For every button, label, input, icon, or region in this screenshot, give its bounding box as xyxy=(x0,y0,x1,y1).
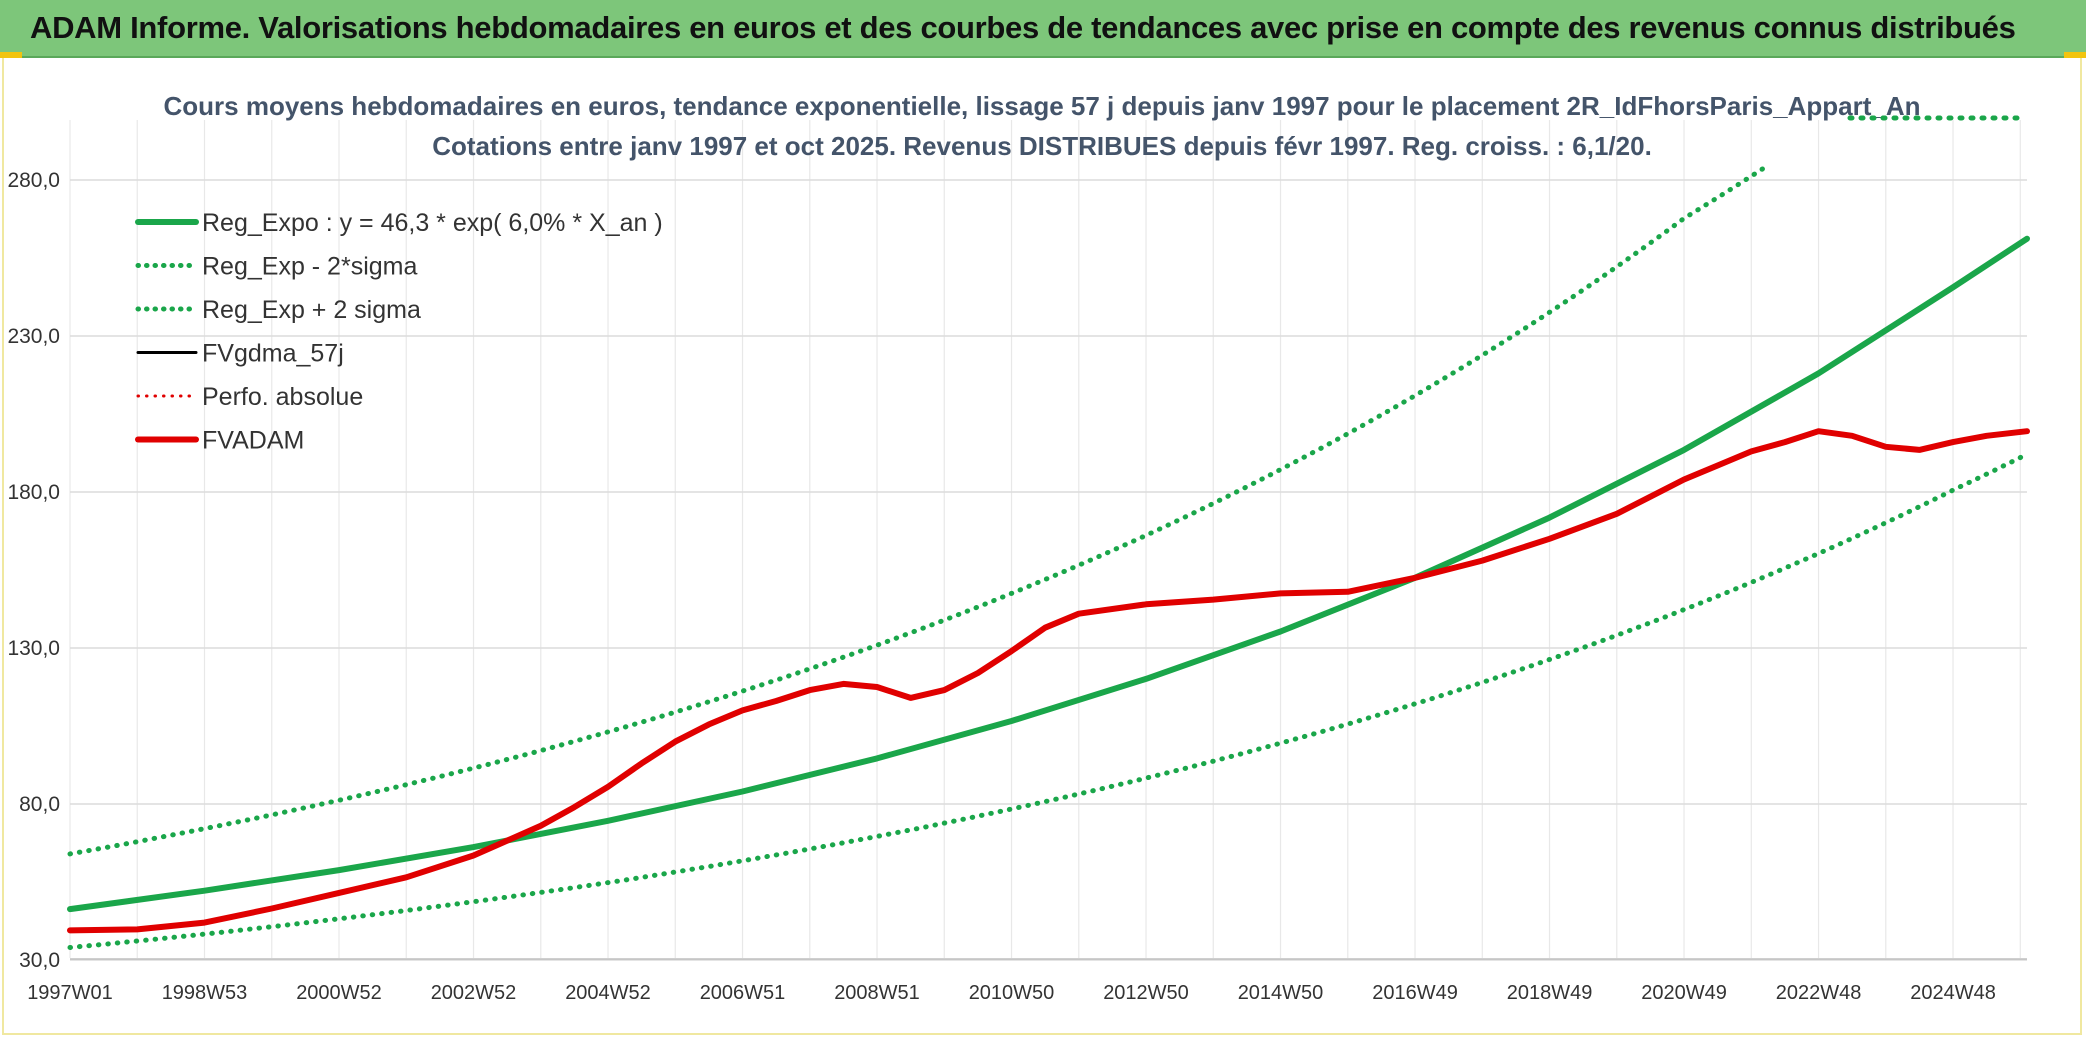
legend-label: FVADAM xyxy=(202,427,304,455)
series-line-0 xyxy=(67,235,2030,913)
x-tick-label: 2022W48 xyxy=(1776,982,1862,1004)
x-tick-label: 2024W48 xyxy=(1910,982,1996,1004)
legend: Reg_Expo : y = 46,3 * exp( 6,0% * X_an )… xyxy=(135,209,663,455)
report-title: ADAM Informe. Valorisations hebdomadaire… xyxy=(30,10,2016,45)
series-line-2 xyxy=(67,165,1768,857)
x-tick-label: 1998W53 xyxy=(162,982,248,1004)
x-tick-label: 2006W51 xyxy=(700,982,786,1004)
legend-label: FVgdma_57j xyxy=(202,340,344,368)
report-banner: ADAM Informe. Valorisations hebdomadaire… xyxy=(0,0,2086,58)
series-layer xyxy=(67,165,2030,950)
y-tick-label: 280,0 xyxy=(7,169,60,192)
x-tick-label: 1997W01 xyxy=(27,982,113,1004)
chart-title: Cours moyens hebdomadaires en euros, ten… xyxy=(163,91,1920,121)
series-line-1 xyxy=(67,451,2030,950)
legend-label: Reg_Expo : y = 46,3 * exp( 6,0% * X_an ) xyxy=(202,209,663,237)
axis-labels: 30,0 80,0 130,0 180,0 230,0 280,0 1997W01 1998W… xyxy=(7,169,1995,1004)
x-tick-label: 2012W50 xyxy=(1103,982,1189,1004)
legend-label: Reg_Exp - 2*sigma xyxy=(202,253,417,281)
x-tick-label: 2000W52 xyxy=(296,982,382,1004)
x-tick-label: 2018W49 xyxy=(1507,982,1593,1004)
y-tick-label: 80,0 xyxy=(19,793,60,816)
x-tick-label: 2016W49 xyxy=(1372,982,1458,1004)
x-tick-label: 2014W50 xyxy=(1238,982,1324,1004)
legend-label: Reg_Exp + 2 sigma xyxy=(202,296,421,324)
corner-marker-right xyxy=(2064,52,2086,58)
x-tick-label: 2010W50 xyxy=(969,982,1055,1004)
legend-label: Perfo. absolue xyxy=(202,383,363,411)
series-line-5 xyxy=(67,428,2030,934)
x-tick-label: 2002W52 xyxy=(431,982,517,1004)
chart-subtitle: Cotations entre janv 1997 et oct 2025. R… xyxy=(432,131,1652,161)
corner-marker-left xyxy=(0,52,22,58)
x-tick-label: 2004W52 xyxy=(565,982,651,1004)
y-tick-label: 130,0 xyxy=(7,637,60,660)
x-tick-label: 2008W51 xyxy=(834,982,920,1004)
y-tick-label: 230,0 xyxy=(7,325,60,348)
y-tick-label: 30,0 xyxy=(19,949,60,972)
chart-grid xyxy=(69,120,2027,961)
y-tick-label: 180,0 xyxy=(7,481,60,504)
x-tick-label: 2020W49 xyxy=(1641,982,1727,1004)
chart-frame xyxy=(2,58,2082,1035)
